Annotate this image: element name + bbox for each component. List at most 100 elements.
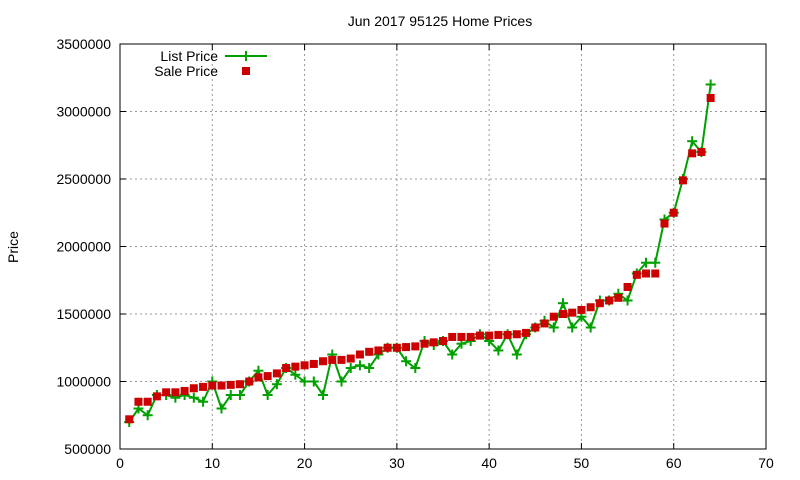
- x-tick-label: 40: [481, 455, 497, 471]
- data-point-list-price: [622, 295, 633, 306]
- data-point-list-price: [567, 322, 578, 333]
- data-point-list-price: [511, 349, 522, 360]
- data-point-sale-price: [623, 283, 632, 291]
- data-point-sale-price: [309, 359, 318, 368]
- data-point-sale-price: [605, 296, 614, 305]
- data-point-list-price: [142, 410, 153, 421]
- data-point-sale-price: [457, 332, 466, 341]
- data-point-sale-price: [282, 364, 291, 372]
- y-axis-label: Price: [5, 231, 21, 263]
- x-tick-label: 50: [574, 455, 590, 471]
- data-point-list-price: [410, 363, 421, 373]
- data-point-list-price: [318, 390, 329, 400]
- data-point-sale-price: [688, 149, 697, 158]
- data-point-sale-price: [586, 303, 595, 312]
- x-tick-label: 20: [297, 455, 313, 471]
- data-point-sale-price: [254, 373, 263, 382]
- data-point-sale-price: [125, 415, 134, 424]
- data-point-list-price: [687, 136, 698, 147]
- x-tick-label: 60: [666, 455, 682, 471]
- data-point-sale-price: [549, 312, 558, 321]
- data-point-list-price: [557, 298, 568, 309]
- data-point-list-price: [585, 322, 596, 333]
- data-point-sale-price: [651, 269, 660, 278]
- data-point-list-price: [345, 363, 356, 373]
- plot-series: [124, 79, 716, 427]
- data-point-sale-price: [365, 347, 374, 356]
- data-point-list-price: [705, 79, 716, 90]
- data-point-sale-price: [669, 208, 678, 217]
- data-point-sale-price: [632, 270, 641, 279]
- data-point-list-price: [354, 360, 365, 371]
- plot-frame: [119, 43, 767, 450]
- data-point-sale-price: [706, 94, 715, 102]
- data-point-sale-price: [217, 381, 226, 390]
- data-point-sale-price: [697, 148, 706, 156]
- data-point-sale-price: [475, 331, 484, 340]
- data-point-sale-price: [392, 343, 401, 352]
- data-point-sale-price: [235, 380, 244, 389]
- legend-label-list-price: List Price: [160, 48, 218, 64]
- data-point-sale-price: [180, 386, 189, 395]
- series-sale-price: [125, 94, 715, 424]
- x-tick-label: 0: [116, 455, 124, 471]
- data-point-sale-price: [568, 308, 577, 317]
- data-point-sale-price: [660, 219, 669, 228]
- data-point-list-price: [364, 363, 375, 373]
- data-point-sale-price: [448, 332, 457, 341]
- data-point-sale-price: [319, 357, 328, 366]
- data-point-list-price: [290, 369, 301, 380]
- data-point-sale-price: [189, 384, 198, 393]
- data-point-list-price: [336, 376, 347, 387]
- data-point-sale-price: [503, 330, 512, 339]
- data-point-sale-price: [522, 328, 531, 337]
- data-point-sale-price: [494, 330, 503, 339]
- data-point-sale-price: [595, 299, 604, 308]
- x-tick-label: 10: [204, 455, 220, 471]
- x-tick-label: 70: [758, 455, 774, 471]
- data-point-list-price: [198, 396, 209, 407]
- legend-label-sale-price: Sale Price: [154, 63, 218, 79]
- data-point-list-price: [234, 390, 245, 400]
- data-point-sale-price: [402, 343, 411, 352]
- data-point-sale-price: [374, 346, 383, 355]
- data-point-sale-price: [439, 337, 447, 345]
- data-point-sale-price: [429, 338, 438, 347]
- legend-marker-sale-price: [242, 67, 250, 75]
- y-tick-label: 500000: [64, 441, 111, 457]
- data-point-sale-price: [199, 382, 208, 391]
- data-point-list-price: [299, 376, 310, 387]
- data-point-sale-price: [208, 381, 217, 390]
- data-point-list-price: [401, 356, 412, 367]
- data-point-list-price: [225, 390, 236, 400]
- data-point-sale-price: [245, 377, 254, 386]
- data-point-sale-price: [411, 342, 420, 351]
- data-point-sale-price: [171, 388, 180, 397]
- data-point-list-price: [308, 376, 319, 387]
- data-point-sale-price: [226, 380, 235, 389]
- data-point-sale-price: [558, 310, 567, 318]
- data-point-sale-price: [346, 354, 355, 363]
- data-point-sale-price: [531, 323, 540, 332]
- data-point-sale-price: [337, 355, 346, 364]
- ticks: 0 10 20 30 40 50 60 70 500000 1000000 1500000 20000…: [56, 36, 774, 471]
- data-point-sale-price: [300, 361, 309, 370]
- y-tick-label: 2500000: [56, 171, 111, 187]
- data-point-sale-price: [678, 176, 687, 185]
- data-point-sale-price: [328, 355, 337, 364]
- data-point-sale-price: [485, 331, 494, 340]
- data-point-list-price: [188, 392, 199, 403]
- x-tick-label: 30: [389, 455, 405, 471]
- legend: List Price Sale Price: [154, 48, 267, 79]
- data-point-sale-price: [466, 332, 475, 341]
- y-tick-label: 3000000: [56, 104, 111, 120]
- chart-title: Jun 2017 95125 Home Prices: [348, 13, 532, 29]
- data-point-sale-price: [642, 269, 651, 278]
- data-point-list-price: [262, 390, 273, 400]
- data-point-sale-price: [162, 388, 171, 397]
- data-point-list-price: [641, 257, 652, 268]
- data-point-sale-price: [134, 397, 143, 406]
- data-point-sale-price: [272, 369, 281, 378]
- y-tick-label: 1000000: [56, 374, 111, 390]
